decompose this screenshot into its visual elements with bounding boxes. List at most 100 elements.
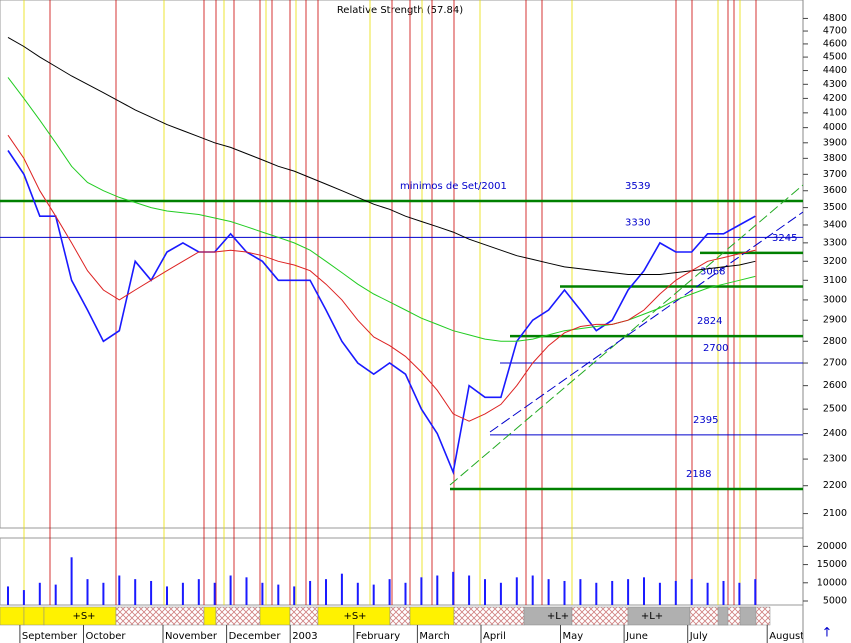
y-tick-label: 3200 bbox=[823, 256, 847, 267]
series-line bbox=[7, 134, 756, 422]
signal-segment bbox=[453, 606, 525, 626]
volume-bar bbox=[7, 586, 9, 605]
y-tick-label: 2400 bbox=[823, 428, 847, 439]
annotation: minimos de Set/2001 bbox=[400, 181, 507, 192]
x-tick-label: October bbox=[86, 631, 127, 642]
series-line bbox=[7, 150, 756, 476]
y-tick-label: 4700 bbox=[823, 26, 847, 37]
y-tick-label: 2200 bbox=[823, 480, 847, 491]
level-label: 3539 bbox=[625, 181, 650, 192]
signal-segment bbox=[0, 606, 25, 626]
volume-bar bbox=[499, 582, 502, 605]
level-label: 3330 bbox=[625, 217, 650, 228]
signal-segment bbox=[215, 606, 261, 626]
volume-bar bbox=[674, 580, 677, 605]
x-tick-label: April bbox=[483, 631, 506, 642]
series-line bbox=[7, 36, 756, 275]
volume-bar bbox=[356, 582, 359, 605]
level-label: 2395 bbox=[693, 415, 718, 426]
volume-bar bbox=[309, 580, 312, 605]
x-tick-label: May bbox=[563, 631, 584, 642]
volume-bar bbox=[245, 577, 248, 605]
signal-segment bbox=[409, 606, 455, 626]
signal-segment bbox=[717, 606, 729, 626]
signal-segment bbox=[203, 606, 217, 626]
x-tick-label: 2003 bbox=[292, 631, 317, 642]
series-line bbox=[7, 77, 756, 342]
volume-tick-label: 5000 bbox=[823, 595, 847, 606]
volume-bar bbox=[277, 584, 280, 605]
volume-bar bbox=[468, 575, 471, 605]
y-tick-label: 2800 bbox=[823, 336, 847, 347]
volume-bar bbox=[340, 573, 343, 605]
y-tick-label: 2100 bbox=[823, 508, 847, 519]
y-tick-label: 4000 bbox=[823, 122, 847, 133]
y-tick-label: 4500 bbox=[823, 52, 847, 63]
signal-label: +L+ bbox=[641, 611, 663, 622]
volume-bar bbox=[452, 571, 455, 605]
y-tick-label: 2700 bbox=[823, 358, 847, 369]
price-panel bbox=[0, 0, 804, 529]
volume-bar bbox=[738, 582, 741, 605]
level-label: 2700 bbox=[703, 343, 728, 354]
volume-panel bbox=[0, 537, 804, 606]
volume-bar bbox=[611, 580, 614, 605]
level-label: 3245 bbox=[772, 233, 797, 244]
x-tick-label: June bbox=[625, 631, 648, 642]
volume-bar bbox=[388, 579, 391, 605]
signal-label: +S+ bbox=[343, 611, 366, 622]
volume-bar bbox=[102, 582, 105, 605]
x-tick-label: December bbox=[229, 631, 282, 642]
chart-title: Relative Strength (57.84) bbox=[337, 5, 463, 16]
x-tick-label: August bbox=[769, 631, 804, 642]
volume-bar bbox=[293, 586, 296, 605]
volume-bar bbox=[261, 582, 264, 605]
y-tick-label: 2300 bbox=[823, 454, 847, 465]
y-tick-label: 2900 bbox=[823, 315, 847, 326]
volume-bar bbox=[166, 586, 168, 605]
volume-bar bbox=[754, 579, 757, 605]
y-tick-label: 4200 bbox=[823, 93, 847, 104]
y-tick-label: 4300 bbox=[823, 79, 847, 90]
level-label: 2188 bbox=[686, 469, 711, 480]
volume-tick-label: 20000 bbox=[817, 541, 847, 552]
y-tick-label: 3400 bbox=[823, 219, 847, 230]
signal-segment bbox=[23, 606, 45, 626]
y-tick-label: 3900 bbox=[823, 137, 847, 148]
volume-bar bbox=[595, 582, 598, 605]
volume-bar bbox=[722, 580, 725, 605]
scroll-arrow[interactable]: ↑ bbox=[822, 626, 833, 641]
volume-bar bbox=[643, 577, 645, 605]
y-tick-label: 4800 bbox=[823, 13, 847, 24]
volume-tick-label: 10000 bbox=[817, 577, 847, 588]
y-tick-label: 4100 bbox=[823, 107, 847, 118]
y-tick-label: 3800 bbox=[823, 153, 847, 164]
volume-bar bbox=[579, 579, 582, 605]
y-tick-label: 3100 bbox=[823, 275, 847, 286]
volume-bar bbox=[484, 579, 486, 605]
volume-bar bbox=[118, 575, 121, 605]
volume-bar bbox=[563, 580, 566, 605]
x-tick-label: July bbox=[689, 631, 708, 642]
volume-bar bbox=[658, 582, 661, 605]
level-label: 2824 bbox=[697, 316, 722, 327]
level-label: 3068 bbox=[700, 267, 725, 278]
signal-segment bbox=[115, 606, 205, 626]
volume-bar bbox=[706, 582, 709, 605]
volume-bar bbox=[515, 577, 518, 605]
volume-bar bbox=[38, 582, 41, 605]
volume-bar bbox=[197, 579, 200, 605]
y-tick-label: 2600 bbox=[823, 380, 847, 391]
volume-bar bbox=[134, 579, 137, 605]
x-tick-label: September bbox=[22, 631, 78, 642]
volume-bar bbox=[213, 582, 216, 605]
volume-bar bbox=[70, 557, 73, 605]
volume-bar bbox=[86, 579, 89, 605]
volume-bar bbox=[547, 579, 550, 605]
y-tick-label: 3600 bbox=[823, 185, 847, 196]
volume-bar bbox=[181, 582, 184, 605]
signal-segment bbox=[389, 606, 411, 626]
y-tick-label: 3300 bbox=[823, 237, 847, 248]
volume-bar bbox=[229, 575, 232, 605]
